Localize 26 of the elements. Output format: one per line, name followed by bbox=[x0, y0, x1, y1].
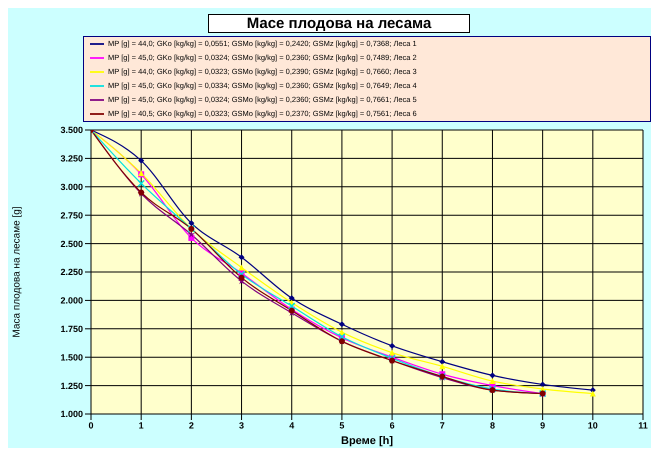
chart-title: Масе плодова на лесама bbox=[208, 14, 470, 33]
x-tick-label: 7 bbox=[440, 420, 445, 430]
x-tick-label: 8 bbox=[490, 420, 495, 430]
y-tick-label: 3.500 bbox=[60, 125, 83, 136]
y-axis-title: Маса плодова на лесаме [g] bbox=[12, 206, 23, 338]
x-tick-label: 0 bbox=[88, 420, 94, 430]
y-tick-label: 2.750 bbox=[60, 210, 83, 220]
x-tick-label: 1 bbox=[138, 420, 144, 430]
x-tick-label: 10 bbox=[588, 420, 598, 430]
y-tick-label: 2.250 bbox=[60, 267, 83, 278]
y-tick-label: 1.000 bbox=[60, 409, 83, 420]
y-tick-label: 2.500 bbox=[60, 238, 83, 249]
y-tick-label: 1.750 bbox=[60, 324, 83, 334]
x-tick-label: 3 bbox=[239, 420, 244, 430]
x-tick-label: 9 bbox=[540, 420, 546, 430]
x-axis-title: Време [h] bbox=[341, 435, 394, 447]
x-tick-label: 11 bbox=[638, 420, 648, 430]
y-tick-label: 1.250 bbox=[60, 380, 83, 391]
x-tick-label: 5 bbox=[339, 420, 344, 430]
y-tick-label: 3.000 bbox=[60, 182, 83, 192]
y-tick-label: 1.500 bbox=[60, 352, 83, 362]
x-tick-label: 6 bbox=[390, 420, 395, 430]
y-tick-label: 3.250 bbox=[60, 154, 83, 164]
x-tick-label: 4 bbox=[289, 420, 294, 430]
x-tick-label: 2 bbox=[188, 420, 194, 430]
y-tick-label: 2.000 bbox=[60, 296, 83, 306]
